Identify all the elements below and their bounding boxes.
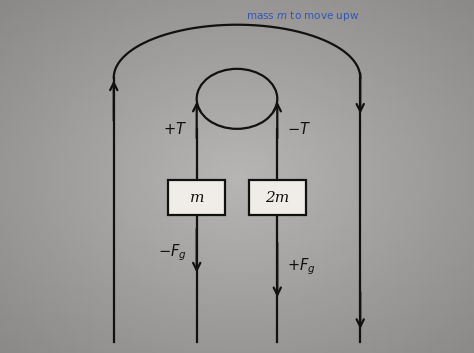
Text: $-T$: $-T$ [287,121,311,137]
Text: $+T$: $+T$ [163,121,187,137]
Text: m: m [190,191,204,205]
Bar [168,180,225,215]
Text: mass $m$ to move upw: mass $m$ to move upw [246,9,360,23]
Bar [249,180,306,215]
Text: $+F_g$: $+F_g$ [287,256,316,277]
Text: $-F_g$: $-F_g$ [158,242,187,263]
Text: 2m: 2m [265,191,290,205]
